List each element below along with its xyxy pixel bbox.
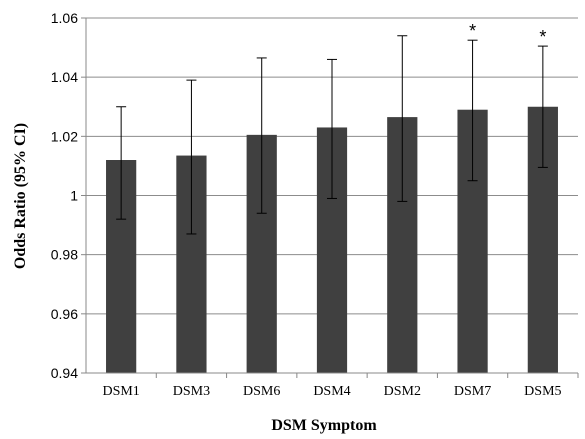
x-tick-label: DSM4: [313, 384, 350, 399]
error-bars: [116, 35, 548, 235]
x-tick-label: DSM3: [173, 384, 210, 399]
error-bar-dsm5: [537, 45, 548, 168]
y-tick-label: 0.94: [51, 365, 78, 381]
significance-annotations: * *: [469, 21, 546, 47]
y-tick-label: 0.96: [51, 306, 78, 322]
error-bar-dsm1: [116, 106, 127, 220]
error-bar-dsm3: [186, 79, 197, 235]
x-tick-label: DSM2: [384, 384, 421, 399]
y-tick-label: 0.98: [51, 247, 78, 263]
x-tick-label: DSM7: [454, 384, 491, 399]
x-tick-label: DSM1: [102, 384, 139, 399]
x-tick-label: DSM6: [243, 384, 280, 399]
significance-marker: *: [469, 21, 476, 41]
x-axis-ticks: DSM1 DSM3 DSM6 DSM4 DSM2 DSM7 DSM5: [102, 373, 579, 399]
error-bar-dsm4: [327, 58, 337, 199]
y-tick-label: 1.04: [51, 69, 78, 85]
y-tick-label: 1.02: [51, 128, 78, 144]
y-axis-title: Odds Ratio (95% CI): [12, 123, 29, 269]
significance-marker: *: [539, 27, 546, 47]
x-axis-title: DSM Symptom: [271, 417, 377, 434]
y-tick-label: 1.06: [51, 10, 78, 26]
y-axis-ticks: 0.94 0.96 0.98 1 1.02 1.04 1.06: [51, 10, 86, 381]
error-bar-dsm6: [256, 57, 267, 214]
error-bar-dsm7: [467, 39, 478, 182]
y-tick-label: 1: [70, 188, 78, 204]
x-tick-label: DSM5: [524, 384, 561, 399]
error-bar-dsm2: [397, 35, 408, 202]
